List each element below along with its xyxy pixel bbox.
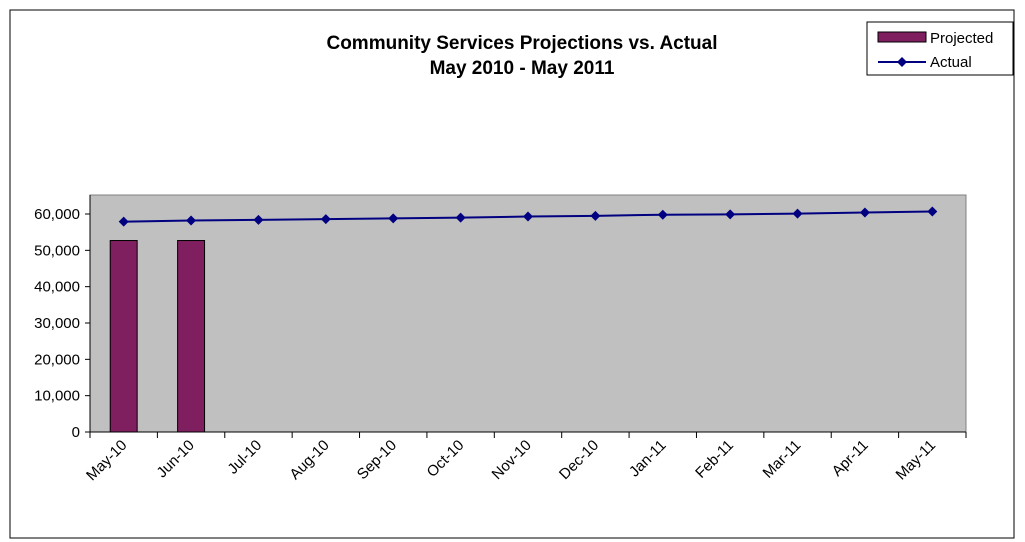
actual-point [118, 216, 129, 227]
projected-bar [109, 240, 138, 433]
actual-point [455, 212, 466, 223]
actual-point [725, 209, 736, 220]
actual-point [590, 210, 601, 221]
chart-title: Community Services Projections vs. Actua… [326, 33, 717, 54]
legend-projected-swatch [877, 31, 927, 43]
y-tick-label: 20,000 [34, 351, 80, 368]
y-tick-label: 40,000 [34, 279, 80, 296]
actual-point [792, 208, 803, 219]
legend-actual-marker [897, 57, 907, 67]
y-tick-label: 60,000 [34, 206, 80, 223]
actual-point [253, 214, 264, 225]
y-tick-label: 50,000 [34, 242, 80, 259]
actual-point [523, 211, 533, 222]
plot-area [89, 194, 967, 433]
y-axis: 0 10,000 20,000 30,000 40,000 50,000 60,000 [34, 195, 91, 441]
y-tick-label: 30,000 [34, 315, 80, 332]
y-tick-label: 10,000 [34, 388, 80, 405]
actual-point [657, 209, 668, 220]
legend-actual-label: Actual [930, 54, 972, 71]
projected-bar [177, 240, 206, 433]
actual-point [388, 213, 399, 224]
projected-bars [109, 240, 206, 433]
chart-subtitle: May 2010 - May 2011 [430, 58, 615, 79]
actual-point [186, 215, 197, 226]
y-tick-label: 0 [72, 424, 80, 441]
actual-point [859, 207, 870, 218]
actual-point [927, 206, 938, 217]
actual-line-series [118, 206, 938, 227]
actual-point [320, 214, 331, 225]
legend-projected-label: Projected [930, 30, 993, 47]
legend-box [866, 21, 1014, 76]
legend: Projected Actual [866, 21, 1014, 76]
